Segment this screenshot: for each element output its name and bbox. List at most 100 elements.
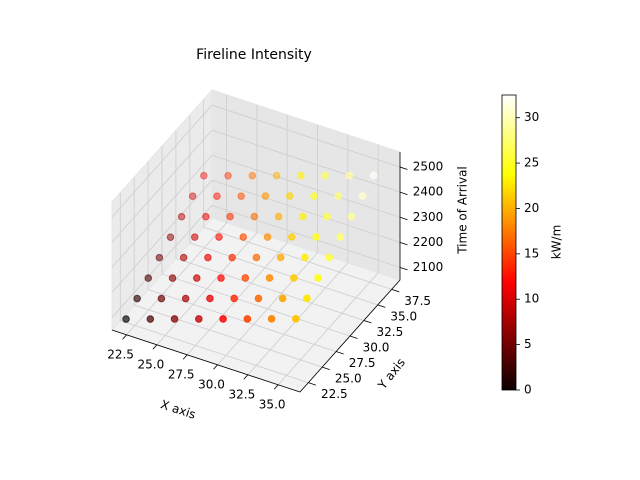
data-point (213, 192, 221, 200)
z-tick-label: 2200 (413, 235, 444, 249)
data-point (224, 171, 232, 180)
data-point (314, 274, 322, 282)
y-tick-label: 30.0 (363, 341, 390, 355)
data-point (248, 171, 257, 180)
data-point (181, 294, 190, 303)
tick-mark (308, 382, 316, 386)
z-axis-label: Time of Arrival (456, 166, 470, 255)
data-point (369, 171, 378, 180)
y-tick-label: 37.5 (404, 294, 431, 308)
data-point (144, 274, 153, 282)
x-tick-label: 27.5 (168, 367, 195, 381)
y-tick-label: 27.5 (349, 356, 376, 370)
data-point (157, 294, 166, 303)
tick-mark (391, 288, 400, 293)
x-tick-label: 22.5 (107, 347, 134, 361)
colorbar-tick-label: 20 (524, 201, 539, 215)
data-point (237, 192, 246, 200)
data-point (241, 274, 250, 282)
grid-line (211, 129, 401, 193)
data-point (200, 171, 208, 180)
data-point (285, 192, 294, 200)
data-point (290, 274, 298, 282)
x-tick-label: 25.0 (138, 357, 165, 371)
grid-line (111, 180, 213, 293)
y-tick-label: 35.0 (390, 309, 417, 323)
data-point (299, 212, 307, 221)
data-point (323, 212, 331, 221)
data-point (265, 274, 274, 282)
data-point (188, 192, 197, 200)
data-point (297, 171, 305, 180)
z-tick-label: 2100 (413, 260, 444, 274)
grid-line (211, 154, 401, 218)
grid-line (147, 289, 337, 352)
data-point (254, 294, 263, 303)
data-point (166, 233, 175, 241)
colorbar-label: kW/m (550, 225, 564, 260)
tick-mark (349, 335, 358, 339)
data-point (301, 253, 309, 262)
data-point (278, 294, 287, 303)
x-tick-label: 30.0 (198, 377, 225, 391)
data-point (272, 171, 281, 180)
colorbar (501, 94, 517, 391)
z-tick-label: 2500 (413, 160, 444, 174)
data-point (261, 192, 270, 200)
grid-line (111, 154, 213, 268)
data-point (250, 212, 259, 221)
x-tick-label: 35.0 (259, 397, 286, 411)
grid-line (211, 179, 401, 243)
data-point (230, 294, 238, 303)
tick-mark (152, 344, 158, 350)
grid-line (111, 205, 213, 318)
data-point (292, 315, 300, 323)
data-point (204, 253, 212, 262)
grid-line (111, 129, 213, 243)
grid-line (211, 205, 401, 268)
data-point (276, 253, 285, 262)
data-point (215, 233, 223, 241)
data-point (195, 315, 203, 323)
grid-line (111, 104, 213, 218)
tick-mark (377, 304, 386, 308)
colorbar-tick-label: 15 (524, 246, 539, 260)
chart-title: Fireline Intensity (196, 47, 312, 63)
data-point (334, 192, 343, 200)
x-axis-label: X axis (159, 397, 198, 421)
data-point (239, 233, 248, 241)
data-point (336, 233, 345, 241)
colorbar-tick-label: 10 (524, 292, 539, 306)
tick-mark (399, 216, 408, 221)
data-point (217, 274, 225, 282)
grid-line (175, 258, 365, 321)
z-tick-label: 2400 (413, 185, 444, 199)
data-point (303, 294, 311, 303)
data-point (325, 253, 333, 262)
data-point (347, 212, 356, 221)
tick-mark (182, 354, 188, 360)
colorbar-tick-label: 0 (524, 383, 532, 397)
x-axis-line (111, 329, 301, 393)
data-point (243, 315, 252, 323)
tick-mark (399, 241, 408, 246)
x-tick-label: 32.5 (228, 387, 255, 401)
y-axis-label: Y axis (375, 356, 408, 393)
tick-mark (122, 334, 127, 340)
grid-line (189, 242, 378, 306)
tick-mark (399, 166, 408, 170)
data-point (345, 171, 354, 180)
y-tick-label: 25.0 (335, 372, 362, 386)
data-point (358, 192, 367, 200)
tick-mark (399, 191, 408, 196)
data-point (263, 233, 272, 241)
data-point (133, 294, 141, 303)
colorbar-tick-label: 5 (524, 337, 532, 351)
data-point (206, 294, 214, 303)
tick-mark (273, 384, 279, 390)
data-point (122, 315, 130, 323)
data-point (192, 274, 201, 282)
y-axis-line (299, 279, 401, 393)
data-point (226, 212, 234, 221)
